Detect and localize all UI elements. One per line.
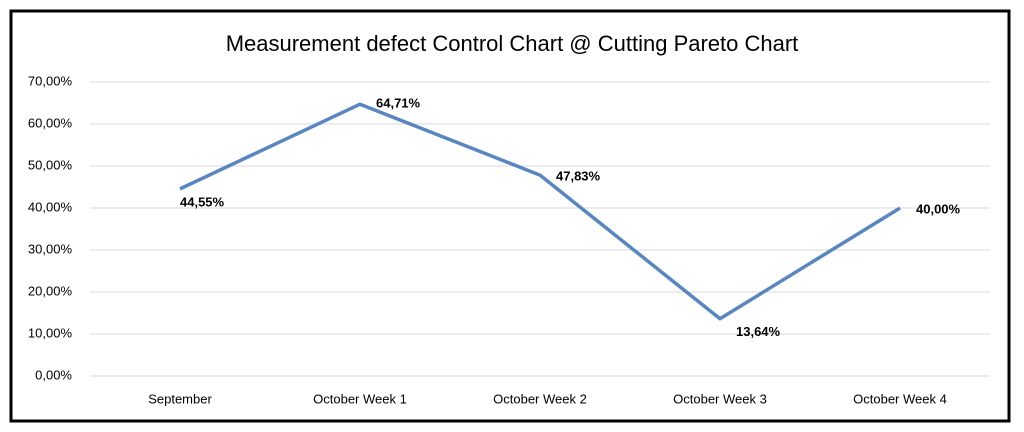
chart-title: Measurement defect Control Chart @ Cutti…: [226, 31, 799, 56]
x-tick-label: October Week 3: [673, 391, 767, 406]
data-label: 47,83%: [556, 169, 601, 184]
y-tick-label: 10,00%: [28, 325, 73, 340]
y-tick-label: 70,00%: [28, 73, 73, 88]
data-label: 64,71%: [376, 96, 421, 111]
y-tick-label: 50,00%: [28, 157, 73, 172]
data-label: 13,64%: [736, 324, 781, 339]
x-tick-label: October Week 2: [493, 391, 587, 406]
data-label: 44,55%: [180, 194, 225, 209]
y-tick-label: 20,00%: [28, 283, 73, 298]
y-tick-label: 40,00%: [28, 199, 73, 214]
data-label: 40,00%: [916, 201, 961, 216]
x-tick-label: September: [148, 391, 212, 406]
y-tick-label: 60,00%: [28, 115, 73, 130]
line-series: [179, 102, 901, 321]
y-tick-label: 30,00%: [28, 241, 73, 256]
y-tick-label: 0,00%: [35, 367, 72, 382]
x-tick-label: October Week 1: [313, 391, 407, 406]
x-tick-label: October Week 4: [853, 391, 947, 406]
chart-border: [9, 9, 1011, 423]
